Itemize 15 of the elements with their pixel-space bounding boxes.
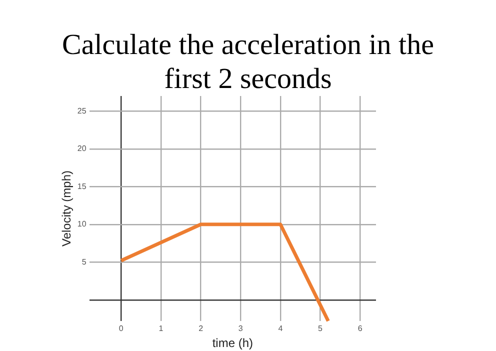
x-tick-label: 1 bbox=[158, 324, 164, 334]
x-tick-label: 6 bbox=[358, 324, 363, 334]
x-tick-label: 5 bbox=[318, 324, 324, 334]
y-tick-label: 10 bbox=[77, 220, 87, 229]
x-axis-title: time (h) bbox=[212, 336, 253, 350]
y-tick-label: 20 bbox=[77, 144, 87, 154]
y-tick-label: 15 bbox=[77, 182, 87, 191]
y-tick-label: 25 bbox=[77, 106, 87, 116]
x-tick-label: 2 bbox=[198, 324, 204, 334]
x-tick-label: 0 bbox=[118, 324, 124, 334]
x-tick-label: 4 bbox=[278, 324, 284, 334]
x-tick-label: 3 bbox=[238, 324, 244, 334]
chart-title: Calculate the acceleration in the first 2 seconds bbox=[61, 28, 435, 96]
y-axis-title: Velocity (mph) bbox=[60, 170, 74, 247]
y-tick-label: 5 bbox=[82, 257, 87, 266]
